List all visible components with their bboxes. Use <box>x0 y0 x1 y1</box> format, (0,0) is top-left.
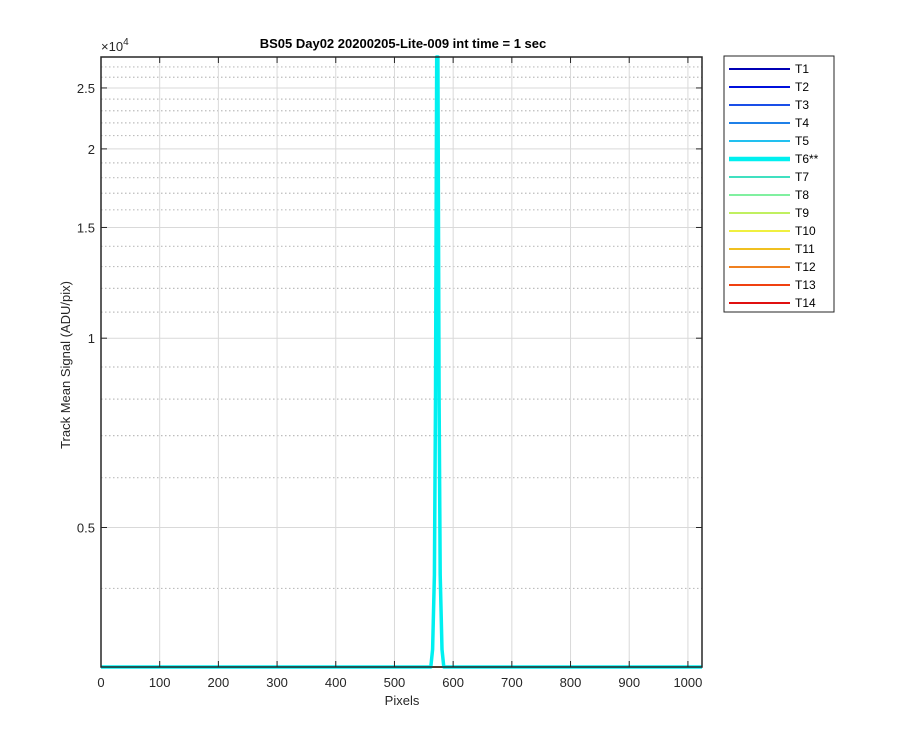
y-tick-label: 1 <box>88 331 95 346</box>
axis-ticks: 0 100 200 300 400 500 600 700 800 900 1000 0.5 1 1.5 2… <box>77 57 702 690</box>
x-tick-label: 300 <box>266 675 288 690</box>
x-tick-label: 0 <box>97 675 104 690</box>
x-tick-label: 100 <box>149 675 171 690</box>
legend-label: T2 <box>795 80 809 94</box>
y-tick-label: 2 <box>88 142 95 157</box>
y-tick-label: 2.5 <box>77 81 95 96</box>
x-tick-label: 600 <box>442 675 464 690</box>
y-tick-label: 1.5 <box>77 220 95 235</box>
legend-label: T6** <box>795 152 819 166</box>
legend-label: T12 <box>795 260 816 274</box>
chart-title: BS05 Day02 20200205-Lite-009 int time = … <box>260 36 547 51</box>
plot-area <box>101 57 702 667</box>
plot-frame <box>100 56 703 668</box>
grid <box>101 57 702 667</box>
legend-label: T4 <box>795 116 809 130</box>
legend-label: T7 <box>795 170 809 184</box>
x-tick-label: 500 <box>384 675 406 690</box>
legend-label: T5 <box>795 134 809 148</box>
x-tick-label: 200 <box>208 675 230 690</box>
y-axis-label: Track Mean Signal (ADU/pix) <box>58 281 73 449</box>
x-tick-label: 800 <box>560 675 582 690</box>
legend-label: T3 <box>795 98 809 112</box>
x-tick-label: 400 <box>325 675 347 690</box>
x-axis-label: Pixels <box>385 693 420 708</box>
legend-label: T1 <box>795 62 809 76</box>
legend-label: T11 <box>795 242 815 256</box>
y-axis-exponent: ×104 <box>101 37 129 54</box>
x-tick-label: 1000 <box>673 675 702 690</box>
legend-label: T9 <box>795 206 809 220</box>
legend-label: T14 <box>795 296 816 310</box>
legend-label: T13 <box>795 278 816 292</box>
legend-label: T8 <box>795 188 809 202</box>
legend: T1 T2 T3 T4 T5 T6** T7 T8 T9 T10 T11 T12 T13 T14 <box>723 55 835 313</box>
legend-label: T10 <box>795 224 816 238</box>
x-tick-label: 900 <box>618 675 640 690</box>
y-tick-label: 0.5 <box>77 520 95 535</box>
legend-box <box>723 55 835 313</box>
x-tick-label: 700 <box>501 675 523 690</box>
